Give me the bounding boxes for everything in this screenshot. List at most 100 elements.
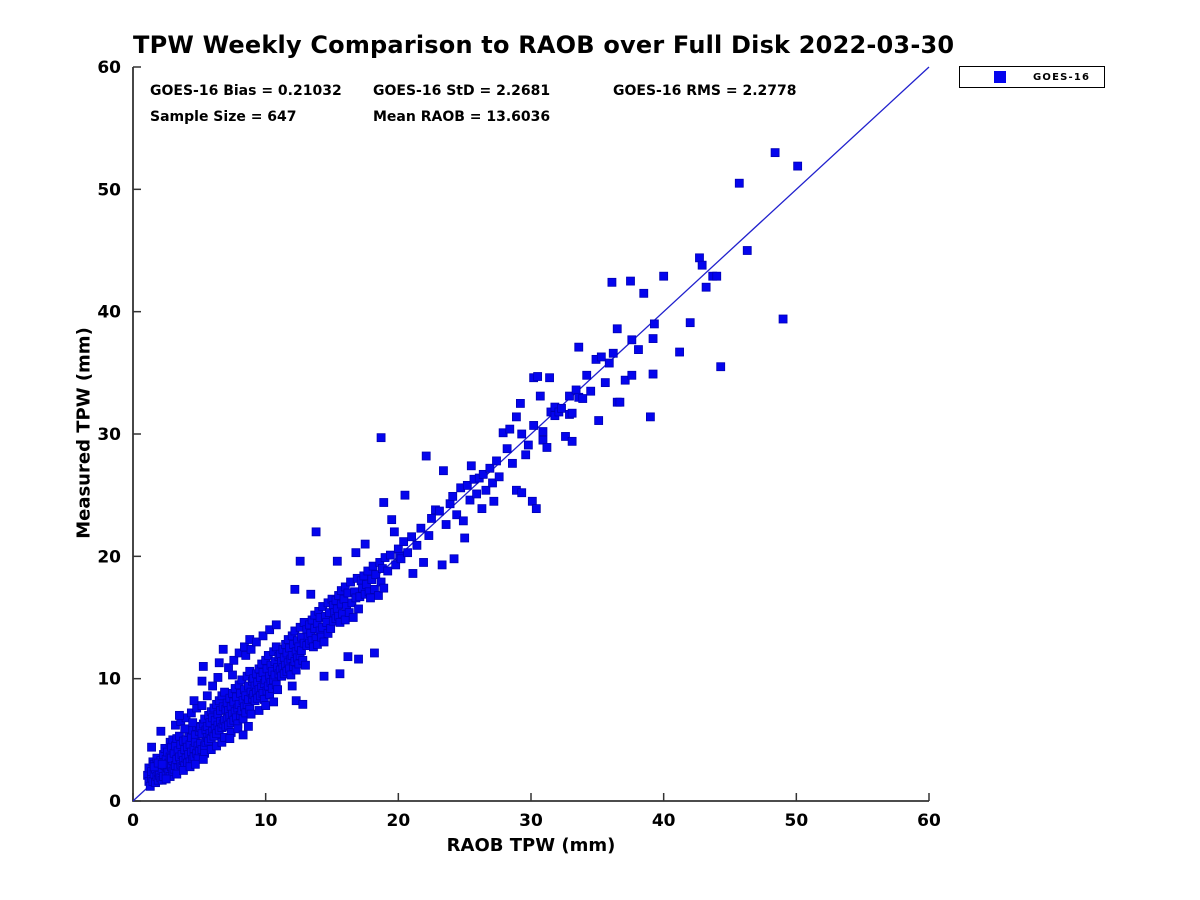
data-point-marker bbox=[523, 440, 533, 450]
data-point-marker bbox=[198, 755, 208, 764]
data-point-marker bbox=[521, 450, 531, 460]
data-point-marker bbox=[567, 436, 577, 446]
data-point-marker bbox=[301, 660, 310, 670]
data-point-marker bbox=[311, 527, 321, 537]
data-point-marker bbox=[477, 504, 487, 514]
data-point-marker bbox=[648, 369, 658, 379]
data-point-marker bbox=[319, 671, 329, 681]
data-point-marker bbox=[494, 472, 504, 482]
data-point-marker bbox=[489, 496, 499, 506]
data-point-marker bbox=[376, 433, 386, 443]
data-point-marker bbox=[488, 478, 497, 488]
data-point-marker bbox=[389, 527, 399, 537]
data-point-marker bbox=[180, 724, 190, 734]
data-point-marker bbox=[261, 701, 271, 710]
data-point-marker bbox=[472, 489, 482, 499]
data-point-marker bbox=[458, 516, 468, 526]
y-tick-label: 20 bbox=[97, 547, 121, 567]
y-tick-label: 50 bbox=[97, 180, 121, 200]
data-point-marker bbox=[615, 397, 625, 407]
data-point-marker bbox=[175, 710, 184, 720]
data-point-marker bbox=[634, 345, 643, 354]
data-point-marker bbox=[435, 506, 444, 516]
data-point-marker bbox=[366, 593, 375, 603]
data-point-marker bbox=[594, 416, 604, 425]
data-point-marker bbox=[383, 566, 393, 576]
data-point-marker bbox=[298, 699, 308, 709]
data-point-marker bbox=[449, 554, 459, 564]
data-point-marker bbox=[354, 654, 363, 664]
data-point-marker bbox=[407, 532, 417, 542]
stat-rms: GOES-16 RMS = 2.2778 bbox=[613, 83, 797, 99]
data-point-marker bbox=[379, 498, 389, 507]
data-point-marker bbox=[326, 624, 336, 633]
data-point-marker bbox=[505, 424, 515, 434]
data-point-marker bbox=[421, 451, 431, 461]
data-point-marker bbox=[197, 701, 207, 710]
data-point-marker bbox=[608, 348, 618, 358]
data-point-marker bbox=[391, 560, 401, 570]
x-tick-label: 10 bbox=[254, 811, 278, 831]
data-point-marker bbox=[582, 370, 592, 380]
data-point-marker bbox=[639, 288, 649, 298]
data-point-marker bbox=[424, 531, 434, 540]
data-point-marker bbox=[287, 681, 297, 691]
data-point-marker bbox=[538, 427, 548, 436]
data-point-marker bbox=[265, 625, 275, 635]
data-point-marker bbox=[649, 319, 659, 329]
data-point-marker bbox=[627, 370, 637, 380]
data-point-marker bbox=[186, 708, 196, 718]
data-point-marker bbox=[224, 663, 233, 673]
data-point-marker bbox=[533, 372, 543, 381]
data-point-marker bbox=[517, 429, 527, 439]
data-point-marker bbox=[286, 670, 296, 680]
data-point-marker bbox=[492, 456, 501, 466]
data-point-marker bbox=[478, 469, 488, 479]
data-point-marker bbox=[462, 480, 472, 490]
data-point-marker bbox=[354, 604, 363, 614]
data-point-marker bbox=[246, 709, 256, 719]
data-point-marker bbox=[244, 721, 253, 731]
data-point-marker bbox=[439, 466, 448, 476]
data-point-marker bbox=[545, 373, 554, 383]
stat-std: GOES-16 StD = 2.2681 bbox=[373, 83, 551, 99]
data-point-marker bbox=[269, 697, 279, 707]
data-point-marker bbox=[512, 412, 521, 422]
data-point-marker bbox=[251, 637, 261, 647]
data-point-marker bbox=[400, 490, 410, 500]
data-point-marker bbox=[370, 648, 379, 658]
data-point-marker bbox=[712, 271, 722, 281]
data-point-marker bbox=[626, 276, 635, 286]
x-tick-label: 30 bbox=[519, 811, 543, 831]
data-point-marker bbox=[538, 435, 548, 445]
y-tick-label: 10 bbox=[97, 670, 121, 690]
data-point-marker bbox=[238, 730, 248, 740]
data-point-marker bbox=[213, 673, 223, 682]
data-point-marker bbox=[198, 662, 208, 671]
data-point-marker bbox=[416, 523, 426, 533]
data-point-marker bbox=[306, 589, 316, 599]
y-tick-label: 60 bbox=[97, 58, 121, 78]
data-point-marker bbox=[485, 463, 495, 473]
data-point-marker bbox=[627, 335, 637, 345]
data-point-marker bbox=[190, 759, 200, 769]
data-point-marker bbox=[340, 615, 350, 625]
data-point-marker bbox=[218, 644, 228, 654]
data-point-marker bbox=[408, 569, 418, 578]
data-point-marker bbox=[716, 362, 726, 372]
data-point-marker bbox=[578, 394, 588, 403]
x-tick-label: 60 bbox=[917, 811, 941, 831]
data-point-marker bbox=[685, 318, 695, 328]
data-point-marker bbox=[778, 314, 788, 324]
data-point-marker bbox=[441, 520, 451, 529]
data-point-marker bbox=[385, 550, 395, 560]
data-point-marker bbox=[393, 544, 403, 554]
stat-sample-size: Sample Size = 647 bbox=[150, 109, 297, 125]
data-point-marker bbox=[527, 496, 537, 506]
y-tick-label: 0 bbox=[109, 792, 121, 812]
data-point-marker bbox=[567, 408, 577, 418]
x-tick-label: 40 bbox=[652, 811, 676, 831]
data-point-marker bbox=[695, 253, 704, 263]
data-point-marker bbox=[427, 514, 436, 523]
